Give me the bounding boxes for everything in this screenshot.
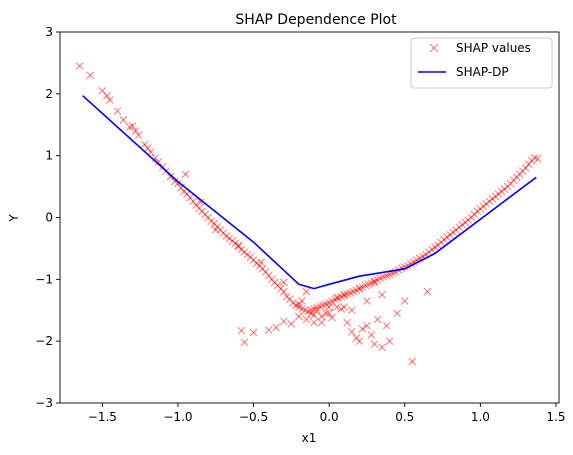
scatter-point — [378, 290, 386, 299]
scatter-point — [302, 287, 311, 296]
x-axis-label: x1 — [302, 431, 317, 445]
scatter-point — [423, 287, 432, 296]
scatter-point — [295, 300, 303, 308]
y-axis: −3 −2 −1 0 1 2 3 — [35, 25, 60, 410]
scatter-point — [355, 337, 364, 346]
scatter-point — [181, 170, 190, 179]
scatter-point — [264, 326, 273, 334]
scatter-point — [370, 278, 379, 287]
scatter-point — [373, 315, 382, 324]
x-tick-label: −1.0 — [163, 410, 192, 424]
y-tick-label: −2 — [35, 334, 53, 348]
plot-area — [75, 62, 542, 366]
scatter-point — [134, 131, 143, 140]
scatter-point — [393, 309, 402, 318]
scatter-point — [106, 96, 114, 104]
y-tick-label: 2 — [45, 87, 53, 101]
scatter-point — [310, 311, 318, 320]
scatter-point — [332, 293, 341, 302]
shap-dp-line-layer — [82, 95, 537, 290]
y-tick-label: −1 — [35, 272, 53, 286]
scatter-point — [279, 287, 288, 296]
scatter-point — [400, 297, 409, 305]
x-tick-label: −0.5 — [239, 410, 268, 424]
scatter-point — [325, 309, 334, 318]
scatter-point — [328, 313, 337, 322]
scatter-point — [75, 62, 84, 70]
scatter-point — [355, 284, 364, 293]
scatter-point — [530, 154, 539, 163]
scatter-point — [322, 309, 331, 318]
scatter-points — [75, 62, 542, 366]
legend-label-shap-values: SHAP values — [456, 41, 531, 55]
scatter-point — [340, 303, 349, 312]
scatter-point — [317, 312, 326, 321]
scatter-point — [211, 225, 220, 234]
x-tick-label: −1.5 — [88, 410, 117, 424]
scatter-point — [408, 357, 417, 366]
scatter-point — [257, 258, 266, 266]
scatter-point — [119, 115, 128, 124]
scatter-point — [313, 306, 321, 315]
x-tick-label: 1.0 — [471, 410, 490, 424]
y-tick-label: 3 — [45, 25, 53, 39]
legend-box — [410, 37, 553, 89]
scatter-point — [237, 326, 246, 335]
scatter-point — [234, 241, 243, 250]
legend-label-shap-dp: SHAP-DP — [456, 65, 509, 79]
scatter-point — [272, 323, 281, 332]
x-tick-label: 1.5 — [546, 410, 565, 424]
y-tick-label: −3 — [35, 396, 53, 410]
x-tick-label: 0.5 — [395, 410, 414, 424]
scatter-point — [310, 318, 318, 327]
scatter-point — [128, 122, 137, 130]
scatter-point — [113, 107, 122, 116]
scatter-point — [287, 319, 296, 328]
scatter-point — [332, 303, 341, 312]
scatter-point — [370, 340, 379, 349]
legend: SHAP values SHAP-DP — [410, 37, 553, 89]
scatter-point — [279, 278, 288, 287]
scatter-point — [378, 343, 386, 352]
scatter-point — [385, 337, 394, 346]
scatter-point — [102, 91, 111, 100]
chart-title: SHAP Dependence Plot — [235, 12, 397, 28]
scatter-point — [325, 303, 334, 312]
scatter-point — [249, 328, 258, 337]
scatter-point — [533, 154, 542, 163]
shap-dp-line — [82, 95, 537, 290]
scatter-point — [358, 324, 367, 333]
scatter-point — [382, 321, 391, 330]
scatter-point — [131, 127, 140, 135]
scatter-point — [196, 198, 205, 206]
scatter-point — [295, 312, 303, 321]
scatter-point — [302, 315, 311, 324]
scatter-point — [343, 318, 352, 327]
legend-marker-x-icon — [429, 43, 439, 53]
y-tick-label: 0 — [45, 211, 53, 225]
x-axis: −1.5 −1.0 −0.5 0.0 0.5 1.0 1.5 — [88, 403, 566, 424]
x-tick-label: 0.0 — [320, 410, 339, 424]
scatter-point — [363, 321, 371, 330]
scatter-point — [347, 328, 356, 336]
y-tick-label: 1 — [45, 149, 53, 163]
y-axis-label: Y — [7, 214, 21, 223]
scatter-point — [86, 71, 95, 80]
scatter-point — [363, 297, 371, 305]
scatter-point — [340, 290, 349, 299]
scatter-point — [347, 306, 356, 315]
scatter-point — [279, 317, 288, 326]
scatter-point — [174, 179, 182, 188]
scatter-point — [317, 318, 326, 327]
scatter-point — [240, 338, 249, 347]
scatter-point — [367, 331, 376, 339]
